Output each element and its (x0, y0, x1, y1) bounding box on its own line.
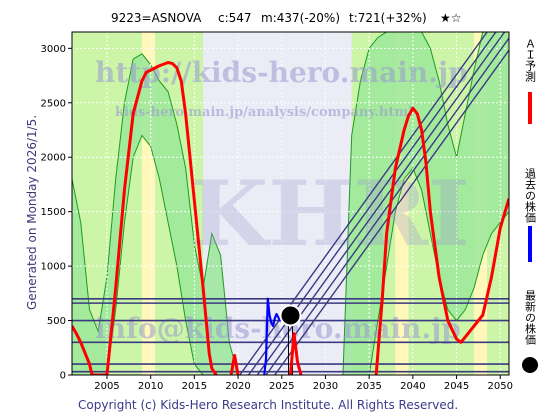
axes: 2005 2010 2015 2020 2025 2030 2035 2040 2045 2050… (41, 44, 513, 392)
header-mean-price: m:437(-20%) (261, 11, 340, 25)
x-tick-label-2045: 2045 (444, 381, 469, 392)
y-tick-label-2500: 2500 (41, 98, 66, 109)
header-current-price: c:547 (218, 11, 252, 25)
series-prediction-line-3 (374, 106, 509, 375)
x-tick-label-2050: 2050 (488, 381, 513, 392)
legend-label-0: ＡＩ予測 (524, 38, 537, 83)
legend-label-1: 過去の株価 (524, 168, 537, 223)
legend-swatch-2 (522, 357, 538, 373)
y-tick-label-1000: 1000 (41, 262, 66, 273)
y-tick-label-0: 0 (60, 371, 66, 382)
header-target-price: t:721(+32%) (349, 11, 427, 25)
x-tick-label-2035: 2035 (356, 381, 381, 392)
series-prediction-line-1 (229, 353, 240, 375)
series-lines (72, 60, 509, 375)
x-tick-label-2030: 2030 (313, 381, 338, 392)
x-tick-label-2025: 2025 (269, 381, 294, 392)
band-area (72, 32, 509, 375)
x-tick-label-2020: 2020 (225, 381, 250, 392)
plot-frame (71, 31, 510, 376)
latest-marker (279, 304, 302, 327)
y-tick-label-2000: 2000 (41, 153, 66, 164)
legend-label-2: 最新の株価 (524, 290, 537, 345)
y-tick-label-1500: 1500 (41, 207, 66, 218)
generated-date-text: Generated on Monday 2026/1/5. (25, 115, 39, 310)
watermark-url-path: kids-hero.main.jp/analysis/company.html (115, 105, 413, 120)
x-tick-label-2010: 2010 (138, 381, 163, 392)
x-tick-label-2015: 2015 (182, 381, 207, 392)
latest-price-dot (279, 304, 302, 327)
x-tick-label-2040: 2040 (400, 381, 425, 392)
channel-line-4 (274, 48, 509, 375)
band-upper-line (72, 32, 509, 375)
copyright-text: Copyright (c) Kids-Hero Research Institu… (78, 398, 458, 412)
header-code-name: 9223=ASNOVA (111, 11, 202, 25)
y-tick-label-500: 500 (47, 316, 66, 327)
watermark-url: http://kids-hero.main.jp (95, 56, 468, 89)
x-tick-label-2005: 2005 (94, 381, 119, 392)
series-prediction-line-2 (289, 332, 303, 375)
series-prediction-line-0 (72, 60, 218, 375)
chart-header: 9223=ASNOVA c:547 m:437(-20%) t:721(+32%… (111, 11, 462, 25)
y-tick-label-3000: 3000 (41, 44, 66, 55)
header-rating-stars: ★☆ (440, 11, 462, 25)
